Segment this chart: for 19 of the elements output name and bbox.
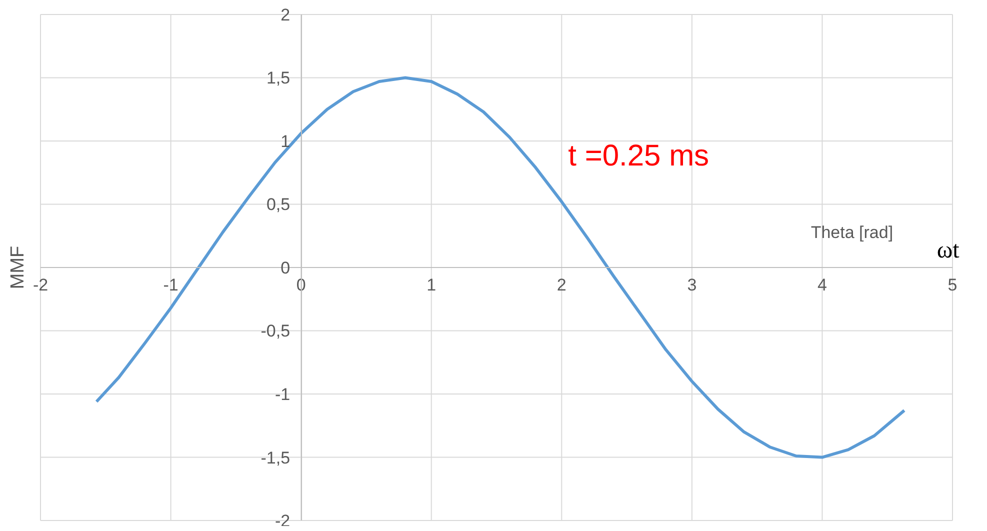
- y-tick-label: -1: [274, 385, 290, 404]
- y-tick-label: 1: [280, 132, 290, 151]
- annotation: t =0.25 ms: [568, 140, 710, 173]
- x-tick-label: -2: [32, 275, 48, 294]
- y-tick-label: -0,5: [260, 322, 290, 341]
- x-tick-label: 1: [426, 275, 436, 294]
- y-tick-label: 1,5: [266, 68, 290, 88]
- x-tick-label: 3: [687, 275, 697, 294]
- annotation: ωt: [936, 238, 960, 264]
- x-tick-label: 4: [817, 275, 827, 294]
- x-tick-label: 5: [948, 275, 958, 294]
- x-tick-label: 2: [556, 275, 566, 294]
- y-tick-label: 2: [280, 5, 290, 24]
- y-axis-title: MMF: [8, 246, 28, 290]
- y-tick-label: 0: [280, 258, 290, 278]
- x-axis-title: Theta [rad]: [810, 223, 894, 242]
- y-tick-label: -1,5: [260, 448, 290, 468]
- y-tick-label: 0,5: [266, 195, 290, 214]
- x-tick-label: -1: [163, 275, 178, 294]
